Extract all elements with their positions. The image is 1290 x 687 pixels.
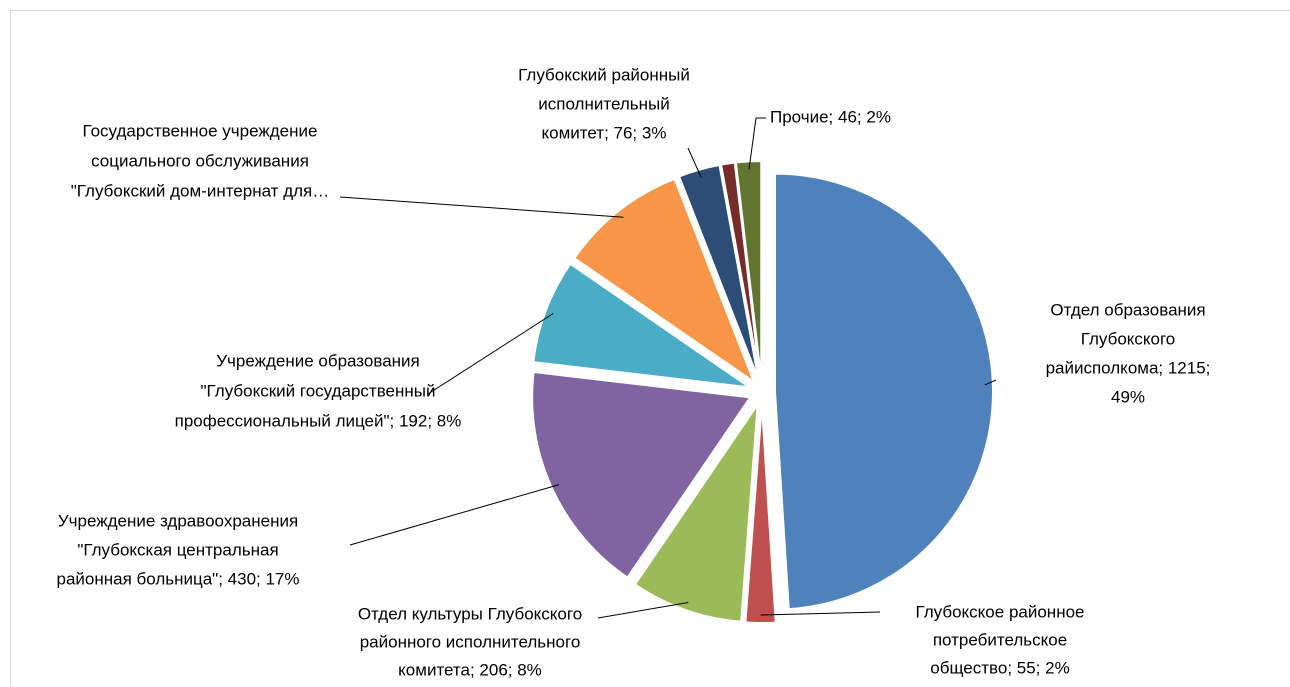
- pie-slice: [633, 400, 759, 623]
- data-label: Учреждение здравоохранения: [58, 511, 298, 530]
- data-label: райисполкома; 1215;: [1046, 358, 1211, 377]
- pie-slice: [677, 163, 760, 380]
- leader-line: [760, 611, 881, 616]
- data-label: "Глубокская центральная: [77, 540, 278, 559]
- leader-line: [427, 313, 554, 395]
- data-label: профессиональный лицей"; 192; 8%: [175, 411, 462, 430]
- data-label: исполнительный: [538, 94, 669, 113]
- leader-line: [597, 601, 689, 619]
- data-label: Глубокский районный: [518, 65, 690, 84]
- pie-slice: [734, 160, 763, 380]
- leader-line: [339, 196, 624, 218]
- chart-frame: [10, 10, 1290, 687]
- data-label: комитета; 206; 8%: [398, 660, 542, 679]
- pie-slice: [744, 404, 777, 624]
- data-label: комитет; 76; 3%: [542, 123, 667, 142]
- pie-slice: [532, 262, 751, 389]
- data-label: потребительское: [933, 630, 1067, 649]
- data-label: "Глубокский дом-интернат для…: [71, 181, 330, 200]
- data-label: Глубокского: [1081, 329, 1176, 348]
- leader-line: [748, 117, 766, 170]
- pie-slice: [572, 177, 757, 385]
- data-label: "Глубокский государственный: [201, 381, 436, 400]
- data-label: Отдел культуры Глубокского: [358, 604, 582, 623]
- data-label: социального обслуживания: [91, 151, 309, 170]
- data-label: районного исполнительного: [360, 632, 581, 651]
- data-label: Учреждение образования: [216, 351, 420, 370]
- data-label: Прочие; 46; 2%: [770, 107, 891, 126]
- data-label: Глубокское районное: [916, 602, 1085, 621]
- pie-slice: [719, 161, 762, 380]
- pie-slice: [531, 370, 752, 579]
- data-label: Государственное учреждение: [83, 121, 318, 140]
- leader-line: [349, 484, 560, 546]
- data-label: Отдел образования: [1050, 300, 1205, 319]
- data-label: общество; 55; 2%: [930, 658, 1069, 677]
- pie-slice: [773, 172, 994, 611]
- leader-line: [984, 379, 997, 386]
- data-label: 49%: [1111, 387, 1145, 406]
- data-label: районная больница"; 430; 17%: [56, 569, 299, 588]
- leader-line: [687, 147, 702, 178]
